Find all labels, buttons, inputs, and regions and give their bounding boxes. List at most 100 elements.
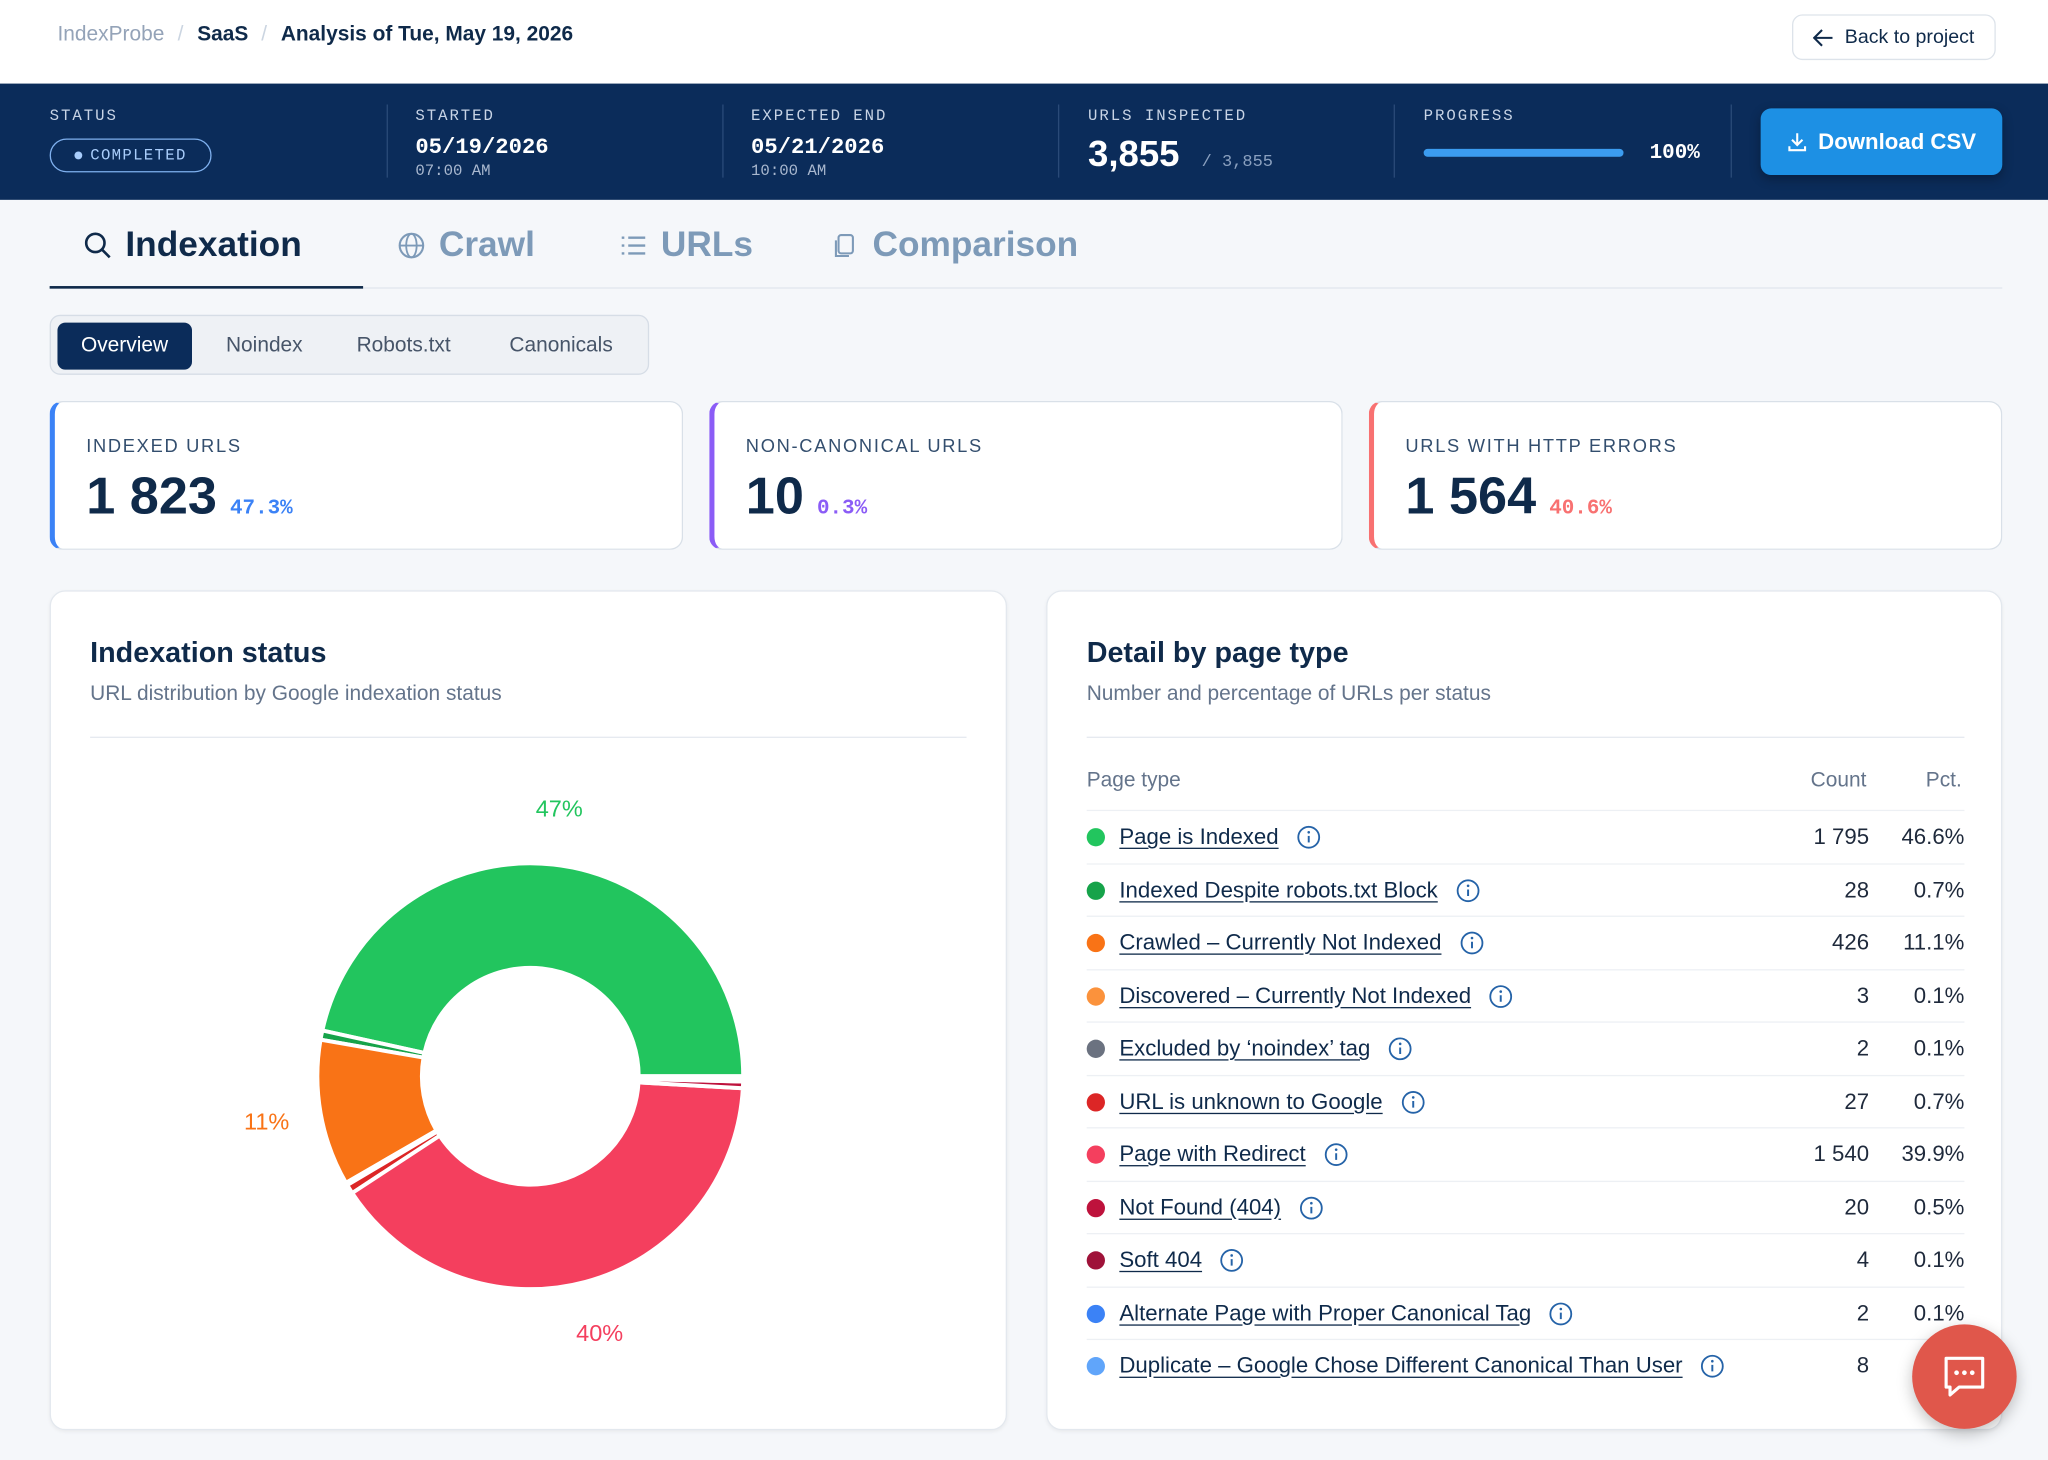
slice-label: 47% xyxy=(536,795,583,821)
info-icon[interactable] xyxy=(1389,1037,1413,1061)
tab[interactable]: Comparison xyxy=(831,225,1078,265)
divider xyxy=(722,104,724,178)
table-row: Duplicate – Google Chose Different Canon… xyxy=(1086,1338,1965,1393)
row-link[interactable]: Duplicate – Google Chose Different Canon… xyxy=(1119,1353,1683,1378)
info-icon[interactable] xyxy=(1297,825,1321,849)
info-glyph xyxy=(1460,931,1483,955)
back-icon xyxy=(1813,28,1833,46)
donut-slice xyxy=(636,1074,746,1081)
column-header: Page type xyxy=(1086,769,1181,792)
card-label: INDEXED URLS xyxy=(86,434,242,456)
row-link[interactable]: Soft 404 xyxy=(1119,1247,1203,1273)
status-bar: STATUS COMPLETED STARTED 05/19/2026 07:0… xyxy=(0,83,2048,200)
tab-active[interactable]: Indexation xyxy=(84,225,302,265)
row-link[interactable]: Crawled – Currently Not Indexed xyxy=(1119,929,1442,955)
slice-label: 11% xyxy=(244,1108,289,1134)
row-link[interactable]: Excluded by ‘noindex’ tag xyxy=(1119,1035,1371,1061)
row-link[interactable]: Discovered – Currently Not Indexed xyxy=(1119,982,1472,1008)
breadcrumb-item[interactable]: SaaS xyxy=(197,23,249,46)
card-pct: 0.3% xyxy=(816,496,868,520)
info-glyph xyxy=(1401,1090,1425,1114)
status-label: STATUS xyxy=(49,107,118,126)
info-glyph xyxy=(1701,1354,1724,1378)
progress-fill xyxy=(1423,148,1624,157)
row-label-wrap: Alternate Page with Proper Canonical Tag xyxy=(1119,1300,1573,1326)
table-title: Detail by page type xyxy=(1086,636,1349,669)
row-count: 3 xyxy=(1856,982,1870,1008)
status-dot xyxy=(1086,1304,1105,1323)
row-link[interactable]: Alternate Page with Proper Canonical Tag xyxy=(1119,1300,1532,1326)
info-icon[interactable] xyxy=(1489,984,1513,1008)
info-glyph xyxy=(1324,1143,1348,1166)
urls-total: / 3,855 xyxy=(1201,151,1273,172)
breadcrumb-separator: / xyxy=(177,23,184,46)
tab[interactable]: URLs xyxy=(619,225,753,265)
subtab[interactable]: Robots.txt xyxy=(356,334,451,357)
card-value: 10 xyxy=(745,467,804,526)
row-link[interactable]: Page with Redirect xyxy=(1119,1141,1306,1167)
end-date: 05/21/2026 xyxy=(751,135,885,161)
table-subtitle: Number and percentage of URLs per status xyxy=(1086,683,1491,706)
rule xyxy=(90,736,967,738)
row-link[interactable]: URL is unknown to Google xyxy=(1119,1088,1383,1114)
info-icon[interactable] xyxy=(1324,1143,1348,1167)
breadcrumb-separator: / xyxy=(261,23,268,46)
card-pct: 47.3% xyxy=(230,496,293,520)
divider xyxy=(1730,104,1732,178)
tab-label: Indexation xyxy=(125,224,302,264)
row-pct: 0.1% xyxy=(1913,1035,1965,1061)
status-dot xyxy=(1086,1251,1105,1270)
subtab[interactable]: Canonicals xyxy=(509,334,613,357)
row-label-wrap: Excluded by ‘noindex’ tag xyxy=(1119,1036,1412,1062)
divider xyxy=(1393,104,1395,178)
end-label: EXPECTED END xyxy=(751,107,888,126)
row-label-wrap: Soft 404 xyxy=(1119,1247,1244,1273)
donut-slice xyxy=(349,1080,745,1292)
table-row: Alternate Page with Proper Canonical Tag… xyxy=(1086,1285,1965,1340)
row-pct: 0.1% xyxy=(1913,982,1965,1008)
info-icon[interactable] xyxy=(1549,1301,1573,1326)
column-header: Count xyxy=(1810,769,1867,792)
table-row: URL is unknown to Google 27 0.7% xyxy=(1086,1074,1965,1128)
subtab[interactable]: Noindex xyxy=(225,334,303,357)
row-pct: 39.9% xyxy=(1901,1141,1965,1167)
progress-value: 100% xyxy=(1649,141,1700,165)
breadcrumb-item[interactable]: IndexProbe xyxy=(57,23,165,46)
chart-title: Indexation status xyxy=(90,636,327,669)
info-icon[interactable] xyxy=(1220,1249,1244,1273)
row-pct: 46.6% xyxy=(1901,824,1965,849)
globe-icon xyxy=(398,232,425,258)
stat-card: URLS WITH HTTP ERRORS 1 564 40.6% xyxy=(1368,400,2003,550)
tab[interactable]: Crawl xyxy=(397,225,535,265)
table-row: Discovered – Currently Not Indexed 3 0.1% xyxy=(1086,968,1965,1022)
info-icon[interactable] xyxy=(1460,931,1484,955)
info-glyph xyxy=(1549,1301,1573,1325)
rule xyxy=(1086,736,1965,738)
info-icon[interactable] xyxy=(1401,1090,1425,1114)
started-time: 07:00 AM xyxy=(415,161,491,181)
divider xyxy=(386,104,388,178)
row-label-wrap: Indexed Despite robots.txt Block xyxy=(1119,877,1480,903)
row-pct: 0.1% xyxy=(1913,1300,1965,1326)
urls-label: URLS INSPECTED xyxy=(1087,107,1248,126)
back-button[interactable]: Back to project xyxy=(1791,14,1996,61)
info-icon[interactable] xyxy=(1299,1196,1323,1220)
row-count: 27 xyxy=(1844,1088,1870,1114)
row-label-wrap: Page with Redirect xyxy=(1119,1141,1348,1168)
row-link[interactable]: Indexed Despite robots.txt Block xyxy=(1119,877,1438,902)
info-icon[interactable] xyxy=(1456,878,1480,902)
status-dot xyxy=(74,151,83,160)
download-button[interactable]: Download CSV xyxy=(1760,108,2003,176)
table-row: Excluded by ‘noindex’ tag 2 0.1% xyxy=(1086,1021,1965,1075)
row-link[interactable]: Page is Indexed xyxy=(1119,824,1279,849)
card-label: NON-CANONICAL URLS xyxy=(745,434,983,456)
chat-button[interactable] xyxy=(1912,1324,2017,1429)
table-panel: Detail by page type Number and percentag… xyxy=(1046,590,2003,1431)
row-link[interactable]: Not Found (404) xyxy=(1119,1194,1282,1220)
subtab-active[interactable]: Overview xyxy=(57,322,192,370)
info-icon[interactable] xyxy=(1701,1354,1725,1378)
row-count: 4 xyxy=(1856,1247,1870,1273)
donut-chart: 47% 11% 40% xyxy=(244,795,746,1346)
card-label: URLS WITH HTTP ERRORS xyxy=(1405,434,1678,456)
stat-card: NON-CANONICAL URLS 10 0.3% xyxy=(709,400,1343,550)
